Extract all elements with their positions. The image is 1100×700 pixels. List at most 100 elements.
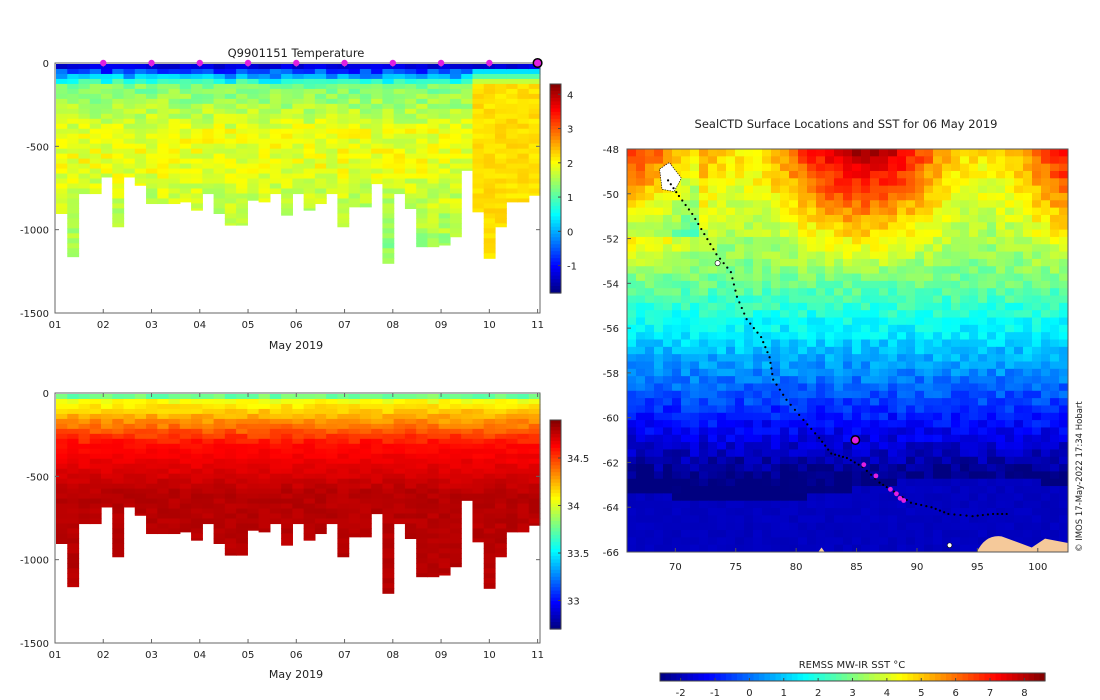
section-cell [472, 98, 485, 105]
sst-cell [735, 361, 745, 370]
section-cell [292, 128, 305, 135]
sst-cell [780, 383, 790, 392]
sst-cell [735, 280, 745, 289]
section-cell [506, 64, 519, 70]
section-cell [258, 188, 271, 195]
sst-cell [762, 376, 772, 385]
section-cell [348, 438, 361, 445]
section-cell [404, 478, 417, 485]
section-cell [56, 488, 68, 495]
sst-cell [636, 244, 646, 253]
sst-cell [987, 442, 997, 451]
section-cell [89, 508, 102, 515]
sst-cell [789, 339, 799, 348]
section-cell [314, 428, 327, 435]
section-cell [506, 513, 519, 520]
sst-cell [978, 163, 988, 172]
section-cell [134, 443, 147, 450]
section-cell [337, 118, 350, 125]
section-cell [247, 83, 260, 90]
section-cell [224, 153, 237, 160]
sst-cell [708, 376, 718, 385]
section-cell [123, 143, 136, 150]
sst-cell [987, 280, 997, 289]
sst-cell [1050, 156, 1060, 165]
section-cell [483, 433, 496, 440]
section-cell [78, 103, 91, 110]
sst-cell [1050, 229, 1060, 238]
sst-cell [879, 244, 889, 253]
section-cell [168, 64, 181, 70]
sst-cell [915, 229, 925, 238]
section-cell [202, 153, 215, 160]
section-cell [382, 458, 395, 465]
sst-cell [915, 427, 925, 436]
sst-cell [627, 222, 637, 231]
section-cell [134, 83, 147, 90]
section-cell [359, 413, 372, 420]
sst-cell [1041, 376, 1051, 385]
section-cell [168, 428, 181, 435]
section-cell [303, 528, 316, 535]
sst-cell [735, 178, 745, 187]
sst-cell [663, 464, 673, 472]
section-cell [89, 443, 102, 450]
sst-cell [753, 229, 763, 238]
section-cell [101, 478, 113, 485]
section-cell [123, 488, 136, 495]
sst-cell [690, 427, 700, 436]
sst-cell [1005, 222, 1015, 231]
section-cell [269, 183, 282, 190]
section-cell [292, 173, 305, 180]
section-cell [236, 498, 248, 505]
section-cell [146, 488, 158, 495]
section-cell [314, 463, 327, 470]
colorbar-frame [549, 419, 562, 630]
section-cell [472, 428, 485, 435]
sst-cell [897, 280, 907, 289]
section-cell [427, 503, 440, 510]
section-cell [281, 143, 293, 150]
sst-cell [1023, 332, 1033, 341]
section-cell [461, 68, 474, 75]
section-cell [247, 483, 260, 490]
sst-cell [699, 280, 709, 289]
section-cell [89, 518, 102, 525]
sst-cell [672, 163, 682, 172]
sst-cell [636, 163, 646, 172]
section-cell [168, 498, 181, 505]
sst-cell [852, 339, 862, 348]
sst-cell [699, 471, 709, 480]
section-cell [146, 528, 158, 535]
sst-cell [780, 236, 790, 245]
sst-cell [663, 346, 673, 355]
x-tick-label: 10 [483, 650, 496, 661]
sst-cell [825, 266, 835, 275]
sst-cell [726, 288, 736, 297]
section-cell [416, 78, 429, 85]
section-cell [123, 443, 136, 450]
sst-cell [1059, 420, 1068, 429]
section-cell [472, 183, 485, 190]
section-cell [202, 493, 215, 500]
section-cell [292, 143, 305, 150]
sst-cell [906, 383, 916, 392]
section-cell [202, 183, 215, 190]
sst-cell [870, 273, 880, 282]
section-cell [179, 118, 192, 125]
section-cell [213, 188, 226, 195]
section-cell [258, 503, 271, 510]
sst-cell [996, 420, 1006, 429]
section-cell [202, 473, 215, 480]
section-cell [146, 168, 158, 175]
section-cell [112, 423, 125, 430]
section-cell [506, 413, 519, 420]
section-cell [236, 548, 248, 554]
section-cell [348, 528, 361, 535]
sst-cell [987, 244, 997, 253]
sst-cell [843, 390, 853, 399]
section-cell [224, 178, 237, 185]
section-cell [461, 483, 474, 490]
section-cell [281, 64, 293, 70]
sst-cell [852, 398, 862, 407]
